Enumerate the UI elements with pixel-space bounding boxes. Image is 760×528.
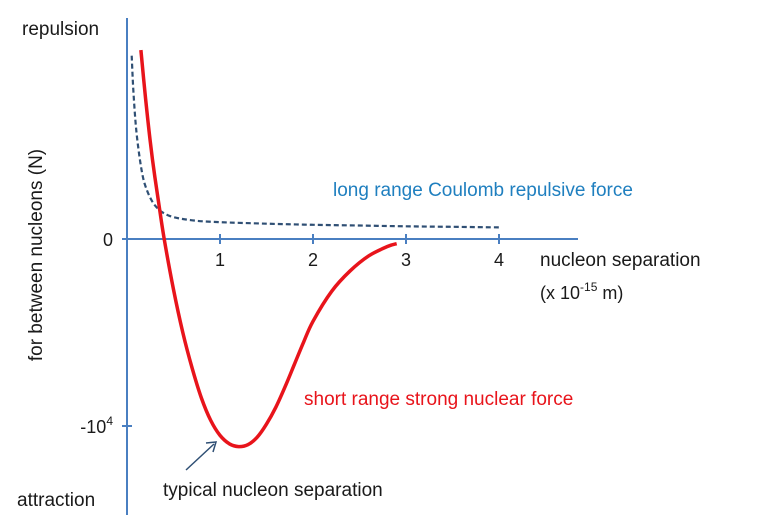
y-bottom-label: attraction bbox=[17, 490, 95, 511]
x-tick-label: 4 bbox=[494, 250, 504, 270]
y-tick-label: -104 bbox=[80, 414, 113, 437]
annotation-typical-separation: typical nucleon separation bbox=[163, 480, 383, 501]
annotation-coulomb: long range Coulomb repulsive force bbox=[333, 180, 633, 201]
x-axis-label-line2: (x 10-15 m) bbox=[540, 280, 623, 303]
x-axis-label-line1: nucleon separation bbox=[540, 250, 701, 271]
y-ticks: 0 -104 bbox=[80, 230, 132, 437]
x-ticks: 1 2 3 4 bbox=[215, 234, 504, 270]
x-tick-label: 1 bbox=[215, 250, 225, 270]
series-line-strong-nuclear bbox=[139, 49, 398, 449]
annotation-arrow-shaft bbox=[185, 443, 215, 471]
series-line-coulomb bbox=[130, 55, 500, 229]
x-tick-label: 3 bbox=[401, 250, 411, 270]
y-axis-label: for between nucleons (N) bbox=[26, 149, 47, 361]
y-tick-label: 0 bbox=[103, 230, 113, 250]
x-tick-label: 2 bbox=[308, 250, 318, 270]
annotation-arrow-head bbox=[205, 441, 218, 453]
y-top-label: repulsion bbox=[22, 19, 99, 40]
annotation-strong-nuclear: short range strong nuclear force bbox=[304, 389, 573, 410]
